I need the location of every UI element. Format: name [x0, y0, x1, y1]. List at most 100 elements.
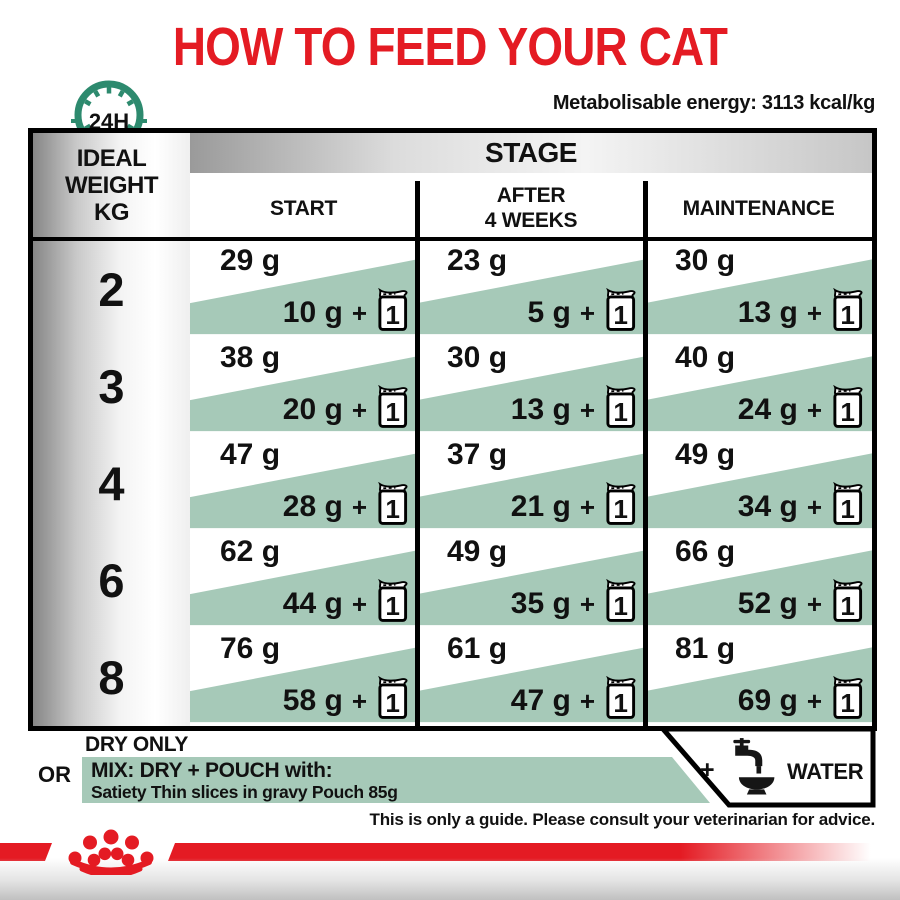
dry-amount: 23 g: [447, 244, 508, 277]
mix-amount: 52 g: [737, 587, 798, 620]
feeding-cell-after-4-weeks: 61 g 47 g + 1: [417, 629, 645, 726]
column-header-label: 4 WEEKS: [484, 209, 578, 232]
dry-amount: 66 g: [675, 535, 736, 568]
mix-subtitle: Satiety Thin slices in gravy Pouch 85g: [91, 782, 398, 802]
table-row: 8 76 g 58 g + 1 61 g 47 g +: [33, 629, 872, 726]
table-row: 6 62 g 44 g + 1 49 g 35 g +: [33, 532, 872, 629]
mix-amount: 24 g: [737, 393, 798, 426]
feeding-cell-maintenance: 49 g 34 g + 1: [645, 435, 872, 532]
column-header-after-4-weeks: AFTER 4 WEEKS: [417, 179, 645, 237]
feeding-cell-maintenance: 30 g 13 g + 1: [645, 241, 872, 338]
pouch-icon: 1: [833, 579, 863, 622]
plus-sign: +: [579, 395, 595, 425]
dry-amount: 49 g: [447, 535, 508, 568]
pouch-count: 1: [385, 591, 400, 621]
dry-amount: 61 g: [447, 632, 508, 665]
mix-row: 47 g + 1: [511, 676, 637, 720]
feeding-cell-maintenance: 66 g 52 g + 1: [645, 532, 872, 629]
weight-value: 3: [98, 360, 125, 413]
mix-amount: 21 g: [510, 490, 571, 523]
ideal-weight-header: IDEAL WEIGHT KG: [33, 133, 190, 237]
pouch-count: 1: [385, 494, 400, 524]
pouch-count: 1: [613, 494, 628, 524]
table-row: 2 29 g 10 g + 1 23 g 5 g +: [33, 241, 872, 338]
feeding-cell-after-4-weeks: 23 g 5 g + 1: [417, 241, 645, 338]
plus-sign: +: [351, 589, 367, 619]
mix-row: 44 g + 1: [283, 579, 409, 623]
pouch-count: 1: [840, 300, 855, 330]
mix-amount: 47 g: [510, 684, 571, 717]
dry-amount: 47 g: [220, 438, 281, 471]
feeding-cell-maintenance: 81 g 69 g + 1: [645, 629, 872, 726]
energy-note: Metabolisable energy: 3113 kcal/kg: [552, 92, 875, 114]
plus-sign: +: [579, 492, 595, 522]
mix-amount: 10 g: [282, 296, 343, 329]
pouch-count: 1: [613, 300, 628, 330]
royal-canin-crown-logo: [68, 829, 154, 875]
pouch-count: 1: [840, 591, 855, 621]
mix-row: 69 g + 1: [738, 676, 864, 720]
column-header-maintenance: MAINTENANCE: [645, 179, 872, 237]
mix-row: 13 g + 1: [738, 288, 864, 332]
pouch-count: 1: [613, 688, 628, 718]
header-divider-line: [33, 237, 872, 241]
weight-value: 4: [98, 457, 125, 510]
pouch-icon: 1: [606, 385, 636, 428]
plus-sign: +: [806, 686, 822, 716]
pouch-icon: 1: [833, 288, 863, 331]
dry-amount: 29 g: [220, 244, 281, 277]
tap-water-icon: [733, 738, 775, 795]
weight-value: 8: [98, 651, 125, 704]
dry-amount: 62 g: [220, 535, 281, 568]
pouch-icon: 1: [833, 482, 863, 525]
column-divider: [643, 181, 648, 726]
plus-sign: +: [351, 298, 367, 328]
guide-note: This is only a guide. Please consult you…: [369, 810, 876, 829]
dry-amount: 30 g: [675, 244, 736, 277]
pouch-icon: 1: [606, 676, 636, 719]
pouch-icon: 1: [378, 579, 408, 622]
dry-amount: 38 g: [220, 341, 281, 374]
water-label: WATER: [787, 759, 864, 784]
column-header-label: AFTER: [496, 184, 566, 207]
mix-row: 52 g + 1: [738, 579, 864, 623]
pouch-count: 1: [840, 397, 855, 427]
water-box: + WATER: [640, 726, 878, 809]
accent-band-right: [168, 843, 900, 861]
mix-amount: 20 g: [282, 393, 343, 426]
mix-amount: 35 g: [510, 587, 571, 620]
ideal-weight-line: WEIGHT: [65, 171, 159, 199]
feeding-cell-maintenance: 40 g 24 g + 1: [645, 338, 872, 435]
mix-row: 5 g + 1: [527, 288, 637, 332]
weight-column-background: [33, 133, 190, 726]
plus-sign: +: [806, 492, 822, 522]
pouch-icon: 1: [606, 288, 636, 331]
column-header-label: START: [270, 196, 337, 220]
pouch-icon: 1: [378, 482, 408, 525]
feeding-cell-start: 29 g 10 g + 1: [190, 241, 417, 338]
plus-sign: +: [351, 492, 367, 522]
pouch-icon: 1: [833, 385, 863, 428]
mix-row: 24 g + 1: [738, 385, 864, 429]
pouch-count: 1: [613, 591, 628, 621]
page-title: HOW TO FEED YOUR CAT: [172, 17, 728, 77]
pouch-count: 1: [613, 397, 628, 427]
plus-sign: +: [579, 686, 595, 716]
plus-sign: +: [579, 298, 595, 328]
mix-amount: 34 g: [737, 490, 798, 523]
feeding-cell-after-4-weeks: 37 g 21 g + 1: [417, 435, 645, 532]
pouch-count: 1: [385, 300, 400, 330]
feeding-cell-start: 76 g 58 g + 1: [190, 629, 417, 726]
feeding-cell-start: 38 g 20 g + 1: [190, 338, 417, 435]
mix-legend-banner: MIX: DRY + POUCH with: Satiety Thin slic…: [82, 757, 710, 803]
dry-amount: 30 g: [447, 341, 508, 374]
feeding-cell-start: 62 g 44 g + 1: [190, 532, 417, 629]
pouch-icon: 1: [606, 482, 636, 525]
dry-amount: 81 g: [675, 632, 736, 665]
mix-row: 13 g + 1: [511, 385, 637, 429]
dry-amount: 49 g: [675, 438, 736, 471]
pouch-count: 1: [385, 688, 400, 718]
stage-header-band: [190, 133, 872, 173]
plus-sign: +: [351, 395, 367, 425]
mix-row: 34 g + 1: [738, 482, 864, 526]
